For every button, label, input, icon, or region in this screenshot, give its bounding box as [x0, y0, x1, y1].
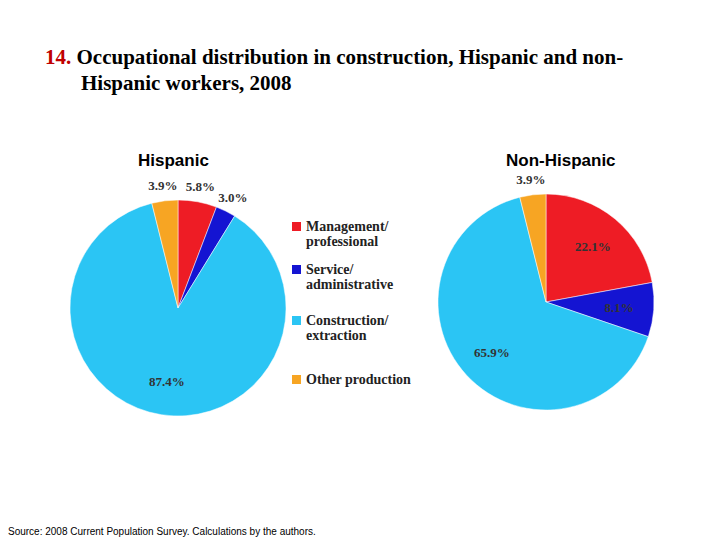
pie-title: Hispanic — [138, 151, 209, 170]
data-label: 22.1% — [575, 239, 611, 254]
pie-title: Non-Hispanic — [506, 151, 616, 170]
legend-entry: Service/ administrative — [292, 262, 436, 292]
source: Source: 2008 Current Population Survey. … — [8, 526, 316, 537]
legend-label: Other production — [306, 372, 411, 387]
legend-label: Service/ administrative — [306, 262, 393, 292]
data-label: 3.9% — [516, 172, 545, 187]
pie-slice — [152, 200, 178, 308]
pie — [438, 194, 654, 410]
legend-entry: Management/ professional — [292, 219, 436, 249]
data-label: 3.0% — [218, 190, 247, 205]
legend-entry: Other production — [292, 372, 436, 387]
legend-swatch — [292, 375, 301, 384]
stage: 14. Occupational distribution in constru… — [0, 0, 720, 540]
legend-swatch — [292, 316, 301, 325]
data-label: 5.8% — [186, 179, 215, 194]
data-label: 8.1% — [605, 300, 634, 315]
legend-swatch — [292, 265, 301, 274]
legend-label: Management/ professional — [306, 219, 388, 249]
title: 14. Occupational distribution in constru… — [45, 44, 681, 96]
data-label: 65.9% — [474, 345, 510, 360]
legend-swatch — [292, 222, 301, 231]
pie-slice — [520, 194, 546, 302]
data-label: 87.4% — [149, 374, 185, 389]
chart: Hispanic 5.8%3.0% 87.4% 3.9% Non-Hispanic 22.… — [0, 0, 720, 540]
pie — [70, 200, 286, 416]
legend-label: Construction/ extraction — [306, 313, 388, 343]
data-label: 3.9% — [148, 178, 177, 193]
legend-entry: Construction/ extraction — [292, 313, 436, 343]
